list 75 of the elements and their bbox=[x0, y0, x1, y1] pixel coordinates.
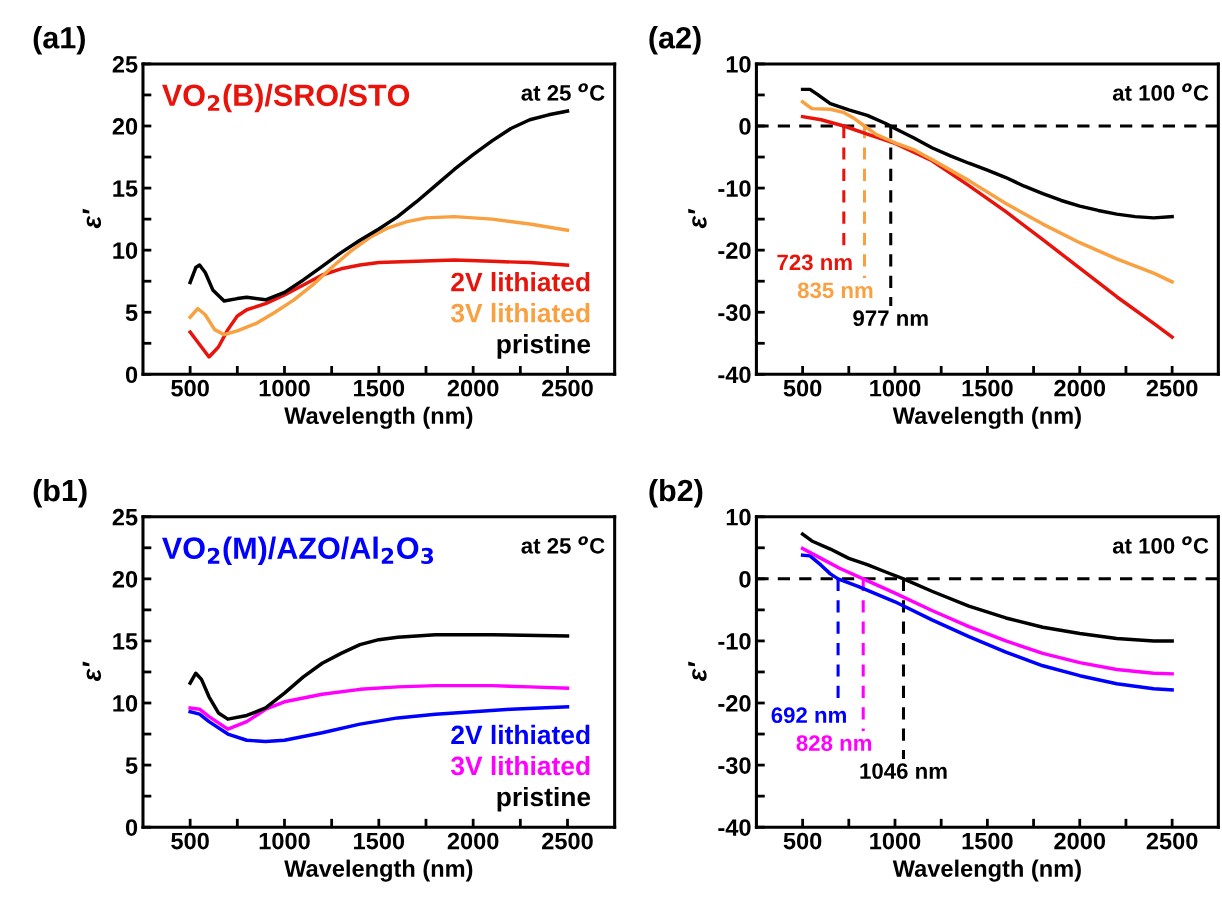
x-tick-label: 2500 bbox=[542, 832, 593, 850]
y-tick-label: -20 bbox=[718, 695, 751, 712]
x-tick-label: 2500 bbox=[1146, 379, 1198, 397]
annotation: at 100 $^{o}$C bbox=[1112, 536, 1209, 554]
y-tick-label: -10 bbox=[718, 180, 751, 197]
y-tick-label: 10 bbox=[113, 242, 138, 259]
y-tick-label: 10 bbox=[113, 695, 138, 712]
text: pristine bbox=[497, 786, 591, 812]
chart-title: (a1) bbox=[33, 26, 85, 55]
y-axis-title: ε′ bbox=[82, 661, 102, 682]
y-tick-label: 0 bbox=[739, 118, 751, 135]
x-tick-label: 1000 bbox=[259, 832, 310, 850]
y-tick-label: 15 bbox=[113, 633, 138, 650]
x-tick-label: 500 bbox=[783, 379, 822, 397]
x-tick-label: 2000 bbox=[1054, 832, 1106, 850]
y-tick-label: 5 bbox=[125, 757, 138, 774]
x-tick-label: 2500 bbox=[1146, 832, 1198, 850]
x-tick-label: 1000 bbox=[870, 379, 921, 397]
annotation: VO$_{2}$(B)/SRO/STO bbox=[162, 83, 410, 113]
x-tick-label: 2500 bbox=[542, 379, 593, 397]
ref-line-label: 723 nm bbox=[777, 254, 852, 271]
y-tick-label: -40 bbox=[718, 366, 751, 384]
y-tick-label: 0 bbox=[125, 819, 138, 836]
x-axis-title: Wavelength (nm) bbox=[892, 406, 1081, 429]
x-tick-label: 500 bbox=[171, 832, 209, 850]
y-tick-label: -10 bbox=[718, 632, 751, 650]
y-tick-label: 10 bbox=[726, 508, 751, 526]
y-tick-label: -30 bbox=[718, 757, 751, 774]
chart-title: (b1) bbox=[33, 478, 87, 508]
text: pristine bbox=[497, 334, 591, 359]
text: 3V lithiated bbox=[450, 303, 590, 323]
y-tick-label: 10 bbox=[726, 55, 751, 73]
ref-line-label: 828 nm bbox=[796, 735, 872, 751]
y-tick-label: 15 bbox=[113, 180, 138, 197]
text: 3V lithiated bbox=[450, 755, 590, 776]
y-tick-label: 25 bbox=[112, 508, 138, 526]
y-tick-label: -30 bbox=[718, 304, 751, 322]
annotation: at 100 $^{o}$C bbox=[1112, 83, 1209, 101]
y-axis-title: ε′ bbox=[688, 661, 707, 682]
y-axis-title: ε′ bbox=[688, 208, 707, 229]
ref-line-label: 977 nm bbox=[853, 310, 928, 327]
ref-line-label: 692 nm bbox=[771, 707, 846, 724]
y-tick-label: 5 bbox=[125, 304, 138, 322]
y-tick-label: 20 bbox=[112, 570, 138, 588]
ref-line-label: 1046 nm bbox=[860, 763, 947, 779]
series-label: 2V lithiated bbox=[451, 724, 590, 745]
line-series bbox=[188, 632, 570, 721]
ref-line-label: 835 nm bbox=[797, 282, 873, 299]
y-tick-label: -40 bbox=[718, 819, 751, 836]
x-axis-title: Wavelength (nm) bbox=[892, 859, 1081, 882]
y-tick-label: -20 bbox=[718, 242, 751, 259]
x-tick-label: 500 bbox=[783, 832, 822, 850]
y-tick-label: 0 bbox=[125, 366, 138, 384]
y-tick-label: 20 bbox=[112, 118, 138, 135]
x-tick-label: 500 bbox=[171, 379, 209, 397]
x-axis-title: Wavelength (nm) bbox=[284, 406, 473, 429]
x-tick-label: 1500 bbox=[962, 379, 1013, 397]
chart-title: (a2) bbox=[649, 26, 701, 55]
y-tick-label: 25 bbox=[112, 55, 138, 73]
x-tick-label: 1500 bbox=[354, 379, 405, 397]
x-tick-label: 1000 bbox=[870, 832, 921, 850]
x-tick-label: 2000 bbox=[1054, 379, 1106, 397]
y-axis-title: ε′ bbox=[82, 208, 102, 229]
annotation: at 25 $^{o}$C bbox=[521, 536, 605, 554]
x-tick-label: 2000 bbox=[447, 379, 499, 397]
y-tick-label: 0 bbox=[739, 570, 751, 588]
annotation: VO$_{2}$(M)/AZO/Al$_{2}$O$_{3}$ bbox=[162, 536, 434, 566]
x-tick-label: 1500 bbox=[962, 832, 1013, 850]
annotation: at 25 $^{o}$C bbox=[521, 83, 605, 101]
x-tick-label: 2000 bbox=[447, 832, 499, 850]
x-axis-title: Wavelength (nm) bbox=[284, 859, 473, 882]
chart-title: (b2) bbox=[649, 478, 703, 508]
x-tick-label: 1500 bbox=[354, 832, 405, 850]
x-tick-label: 1000 bbox=[259, 379, 310, 397]
series-label: 2V lithiated bbox=[451, 272, 590, 292]
